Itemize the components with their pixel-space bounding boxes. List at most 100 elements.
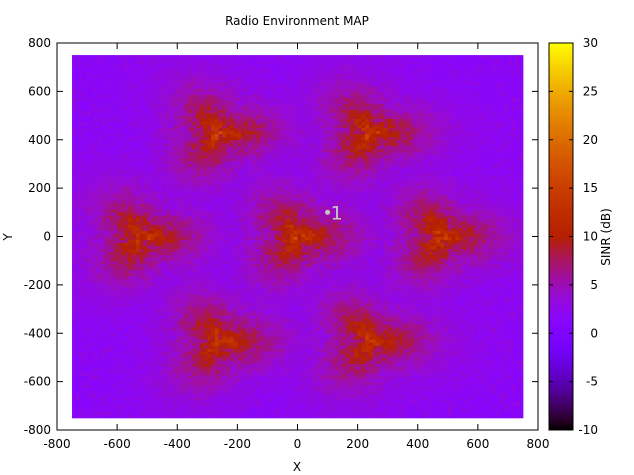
heatmap-cell	[199, 278, 204, 283]
heatmap-cell	[150, 339, 156, 343]
heatmap-cell	[203, 169, 208, 174]
heatmap-cell	[139, 336, 144, 340]
heatmap-cell	[177, 260, 182, 265]
heatmap-cell	[120, 408, 126, 413]
heatmap-cell	[102, 309, 107, 313]
heatmap-cell	[139, 61, 144, 65]
heatmap-cell	[158, 182, 163, 186]
heatmap-cell	[90, 290, 95, 295]
heatmap-cell	[75, 293, 80, 298]
heatmap-cell	[181, 230, 186, 234]
heatmap-cell	[196, 327, 201, 331]
heatmap-cell	[72, 269, 77, 274]
heatmap-cell	[184, 396, 189, 401]
heatmap-cell	[199, 318, 204, 322]
heatmap-cell	[143, 290, 148, 295]
heatmap-cell	[218, 203, 223, 207]
heatmap-cell	[117, 342, 122, 346]
heatmap-cell	[211, 399, 216, 404]
heatmap-cell	[173, 76, 178, 80]
heatmap-cell	[162, 61, 167, 65]
heatmap-cell	[113, 130, 118, 135]
heatmap-cell	[109, 318, 114, 322]
heatmap-cell	[203, 411, 208, 416]
heatmap-cell	[184, 100, 189, 104]
heatmap-cell	[222, 414, 227, 419]
heatmap-cell	[199, 64, 204, 68]
heatmap-cell	[94, 91, 99, 95]
heatmap-cell	[165, 118, 171, 123]
heatmap-cell	[177, 188, 182, 192]
heatmap-cell	[218, 309, 223, 313]
heatmap-cell	[90, 393, 95, 398]
heatmap-cell	[218, 351, 223, 355]
heatmap-cell	[83, 67, 88, 71]
heatmap-cell	[184, 306, 189, 310]
heatmap-cell	[165, 182, 171, 186]
heatmap-cell	[90, 188, 95, 192]
heatmap-cell	[75, 206, 80, 210]
heatmap-cell	[154, 357, 159, 361]
heatmap-cell	[165, 327, 171, 331]
heatmap-cell	[102, 408, 107, 413]
heatmap-cell	[102, 296, 107, 301]
heatmap-cell	[132, 218, 137, 222]
heatmap-cell	[90, 194, 95, 198]
heatmap-cell	[124, 342, 129, 346]
heatmap-cell	[120, 206, 126, 210]
heatmap-cell	[105, 363, 111, 367]
heatmap-cell	[218, 248, 223, 253]
heatmap-cell	[124, 372, 129, 376]
heatmap-cell	[147, 112, 152, 116]
heatmap-cell	[181, 321, 186, 325]
heatmap-cell	[169, 278, 174, 283]
heatmap-cell	[128, 191, 133, 195]
heatmap-cell	[165, 97, 171, 101]
heatmap-cell	[117, 206, 122, 210]
heatmap-cell	[109, 299, 114, 304]
heatmap-cell	[117, 109, 122, 113]
heatmap-cell	[196, 79, 201, 83]
heatmap-cell	[102, 248, 107, 253]
heatmap-cell	[226, 263, 231, 268]
heatmap-cell	[139, 124, 144, 129]
heatmap-cell	[94, 154, 99, 159]
heatmap-cell	[203, 130, 208, 135]
heatmap-cell	[83, 227, 88, 231]
heatmap-cell	[132, 408, 137, 413]
heatmap-cell	[132, 100, 137, 104]
heatmap-cell	[150, 70, 156, 74]
heatmap-cell	[169, 336, 174, 340]
heatmap-cell	[203, 299, 208, 304]
heatmap-cell	[113, 227, 118, 231]
heatmap-cell	[211, 55, 216, 59]
heatmap-cell	[177, 387, 182, 392]
heatmap-cell	[120, 70, 126, 74]
heatmap-cell	[203, 378, 208, 383]
heatmap-cell	[154, 366, 159, 370]
heatmap-cell	[79, 212, 84, 216]
heatmap-cell	[192, 306, 197, 310]
heatmap-cell	[147, 154, 152, 159]
heatmap-cell	[169, 348, 174, 352]
heatmap-cell	[83, 411, 88, 416]
heatmap-cell	[162, 88, 167, 92]
heatmap-cell	[90, 345, 95, 349]
heatmap-cell	[87, 79, 92, 83]
heatmap-cell	[79, 139, 84, 144]
heatmap-cell	[222, 287, 227, 292]
heatmap-cell	[165, 176, 171, 180]
heatmap-cell	[207, 58, 212, 62]
heatmap-cell	[79, 284, 84, 289]
heatmap-cell	[199, 166, 204, 171]
heatmap-cell	[105, 402, 111, 407]
heatmap-cell	[109, 106, 114, 110]
heatmap-cell	[181, 399, 186, 404]
heatmap-cell	[211, 103, 216, 107]
heatmap-cell	[113, 399, 118, 404]
heatmap-cell	[90, 306, 95, 310]
heatmap-cell	[98, 390, 103, 395]
heatmap-cell	[177, 312, 182, 316]
heatmap-cell	[162, 312, 167, 316]
heatmap-cell	[154, 266, 159, 271]
